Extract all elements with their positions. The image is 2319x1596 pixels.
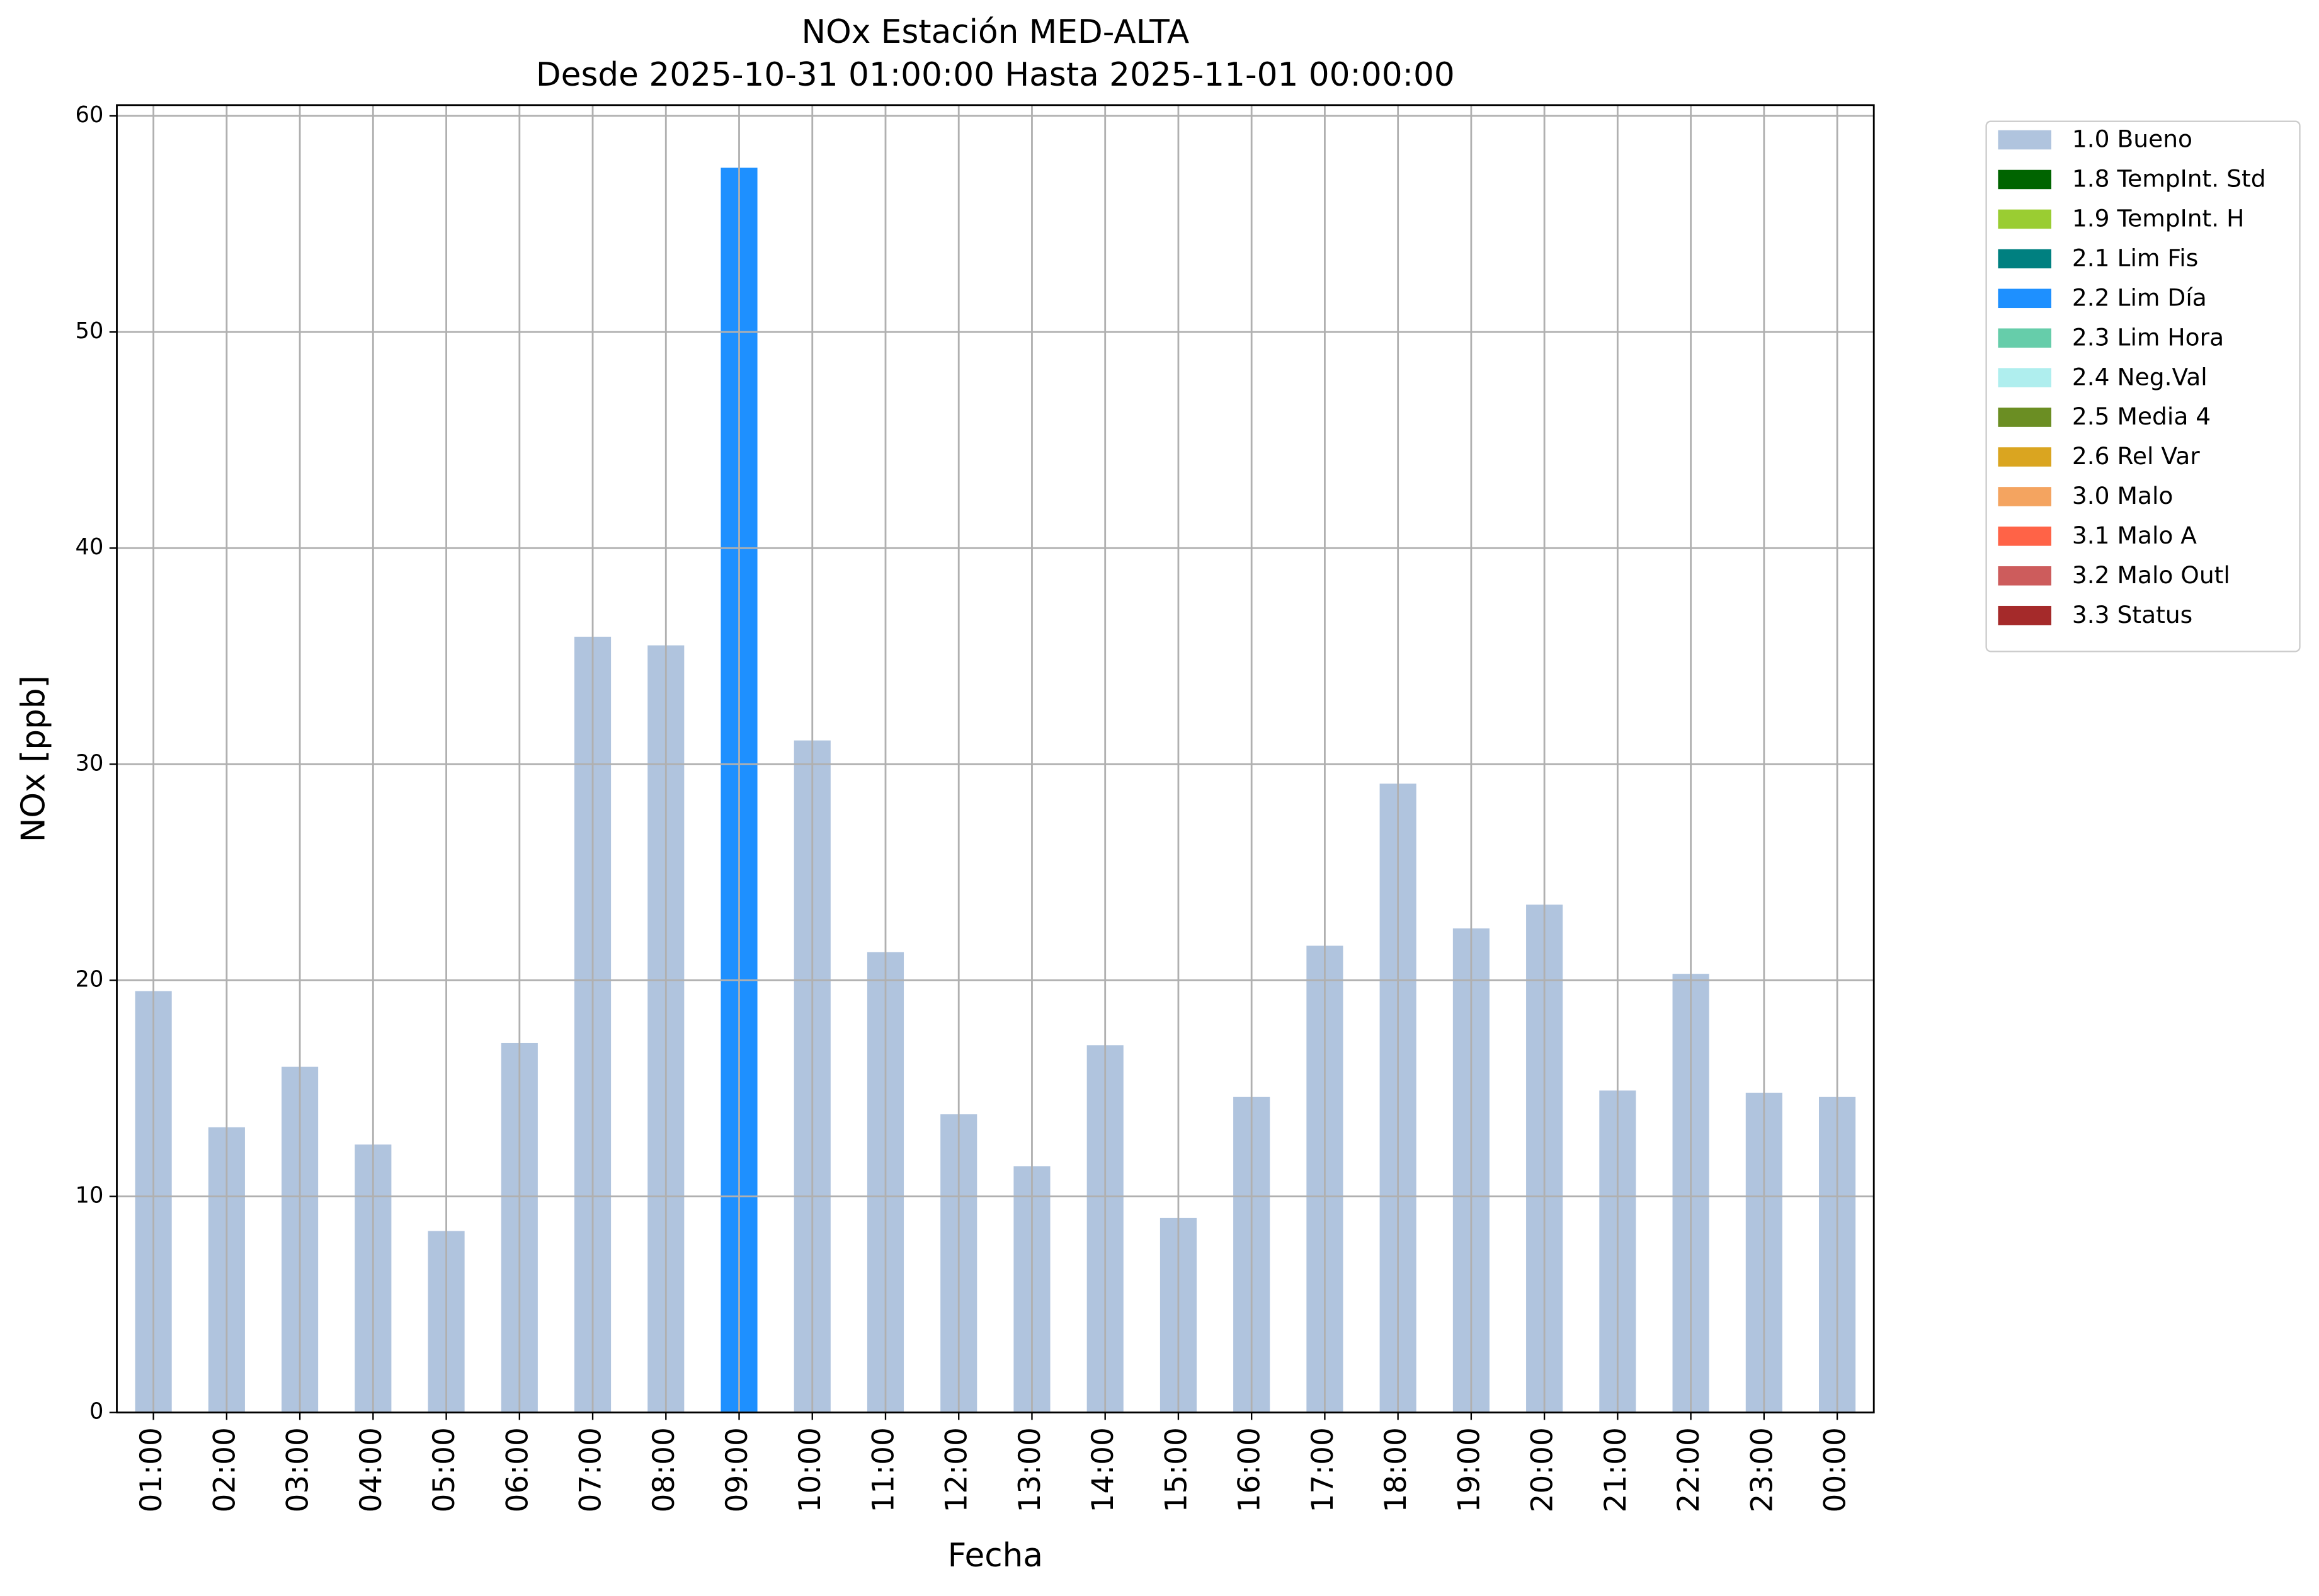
x-tick-label: 17:00 xyxy=(1306,1427,1340,1512)
y-tick-label: 40 xyxy=(76,534,104,560)
x-tick-label: 02:00 xyxy=(207,1427,242,1512)
legend-label: 2.2 Lim Día xyxy=(2072,283,2207,311)
x-tick-label: 12:00 xyxy=(940,1427,974,1512)
legend-label: 3.3 Status xyxy=(2072,601,2192,629)
x-tick-label: 19:00 xyxy=(1452,1427,1486,1512)
legend-label: 1.9 TempInt. H xyxy=(2072,205,2245,232)
x-axis-label: Fecha xyxy=(948,1537,1043,1575)
legend-box xyxy=(1985,120,2301,653)
legend-label: 2.6 Rel Var xyxy=(2072,442,2200,470)
x-tick-label: 07:00 xyxy=(574,1427,608,1512)
x-tick-label: 21:00 xyxy=(1598,1427,1633,1512)
legend-swatch xyxy=(1998,288,2051,309)
legend-label: 2.5 Media 4 xyxy=(2072,402,2211,430)
x-tick-label: 15:00 xyxy=(1159,1427,1194,1512)
chart-subtitle: Desde 2025-10-31 01:00:00 Hasta 2025-11-… xyxy=(536,56,1455,94)
legend-swatch xyxy=(1998,249,2051,269)
x-tick-label: 14:00 xyxy=(1086,1427,1120,1512)
legend-label: 3.1 Malo A xyxy=(2072,522,2197,549)
x-tick-label: 06:00 xyxy=(500,1427,535,1512)
x-tick-label: 05:00 xyxy=(427,1427,462,1512)
legend-label: 3.0 Malo xyxy=(2072,482,2174,510)
x-tick-label: 01:00 xyxy=(134,1427,169,1512)
legend-swatch xyxy=(1998,328,2051,348)
legend-label: 1.8 TempInt. Std xyxy=(2072,165,2266,193)
x-tick-label: 09:00 xyxy=(720,1427,755,1512)
legend-swatch xyxy=(1998,130,2051,150)
legend-swatch xyxy=(1998,408,2051,427)
legend-label: 2.3 Lim Hora xyxy=(2072,323,2224,351)
y-tick-label: 10 xyxy=(76,1183,104,1209)
x-tick-label: 08:00 xyxy=(647,1427,681,1512)
legend-swatch xyxy=(1998,368,2051,387)
x-tick-label: 11:00 xyxy=(866,1427,901,1512)
x-tick-label: 13:00 xyxy=(1013,1427,1047,1512)
plot-frame xyxy=(116,104,1875,1414)
legend-label: 2.4 Neg.Val xyxy=(2072,363,2208,390)
chart-title: NOx Estación MED-ALTA xyxy=(802,13,1190,51)
legend-swatch xyxy=(1998,447,2051,467)
x-tick-label: 20:00 xyxy=(1525,1427,1560,1512)
y-tick-label: 20 xyxy=(76,966,104,992)
legend-label: 2.1 Lim Fis xyxy=(2072,244,2198,272)
legend-label: 1.0 Bueno xyxy=(2072,125,2192,153)
legend-swatch xyxy=(1998,605,2051,625)
x-tick-label: 16:00 xyxy=(1233,1427,1267,1512)
y-tick-label: 0 xyxy=(89,1399,103,1425)
legend-swatch xyxy=(1998,527,2051,546)
x-tick-label: 18:00 xyxy=(1379,1427,1413,1512)
y-tick-label: 60 xyxy=(76,102,104,128)
x-tick-label: 22:00 xyxy=(1672,1427,1706,1512)
legend-swatch xyxy=(1998,487,2051,506)
legend-swatch xyxy=(1998,566,2051,586)
legend-label: 3.2 Malo Outl xyxy=(2072,561,2230,589)
x-tick-label: 23:00 xyxy=(1745,1427,1779,1512)
y-axis-label: NOx [ppb] xyxy=(14,675,52,842)
y-tick-label: 30 xyxy=(76,750,104,776)
x-tick-label: 00:00 xyxy=(1818,1427,1853,1512)
legend-swatch xyxy=(1998,169,2051,190)
x-tick-label: 10:00 xyxy=(793,1427,828,1512)
x-tick-label: 03:00 xyxy=(281,1427,316,1512)
legend-swatch xyxy=(1998,209,2051,229)
x-tick-label: 04:00 xyxy=(354,1427,389,1512)
y-tick-label: 50 xyxy=(76,318,104,344)
